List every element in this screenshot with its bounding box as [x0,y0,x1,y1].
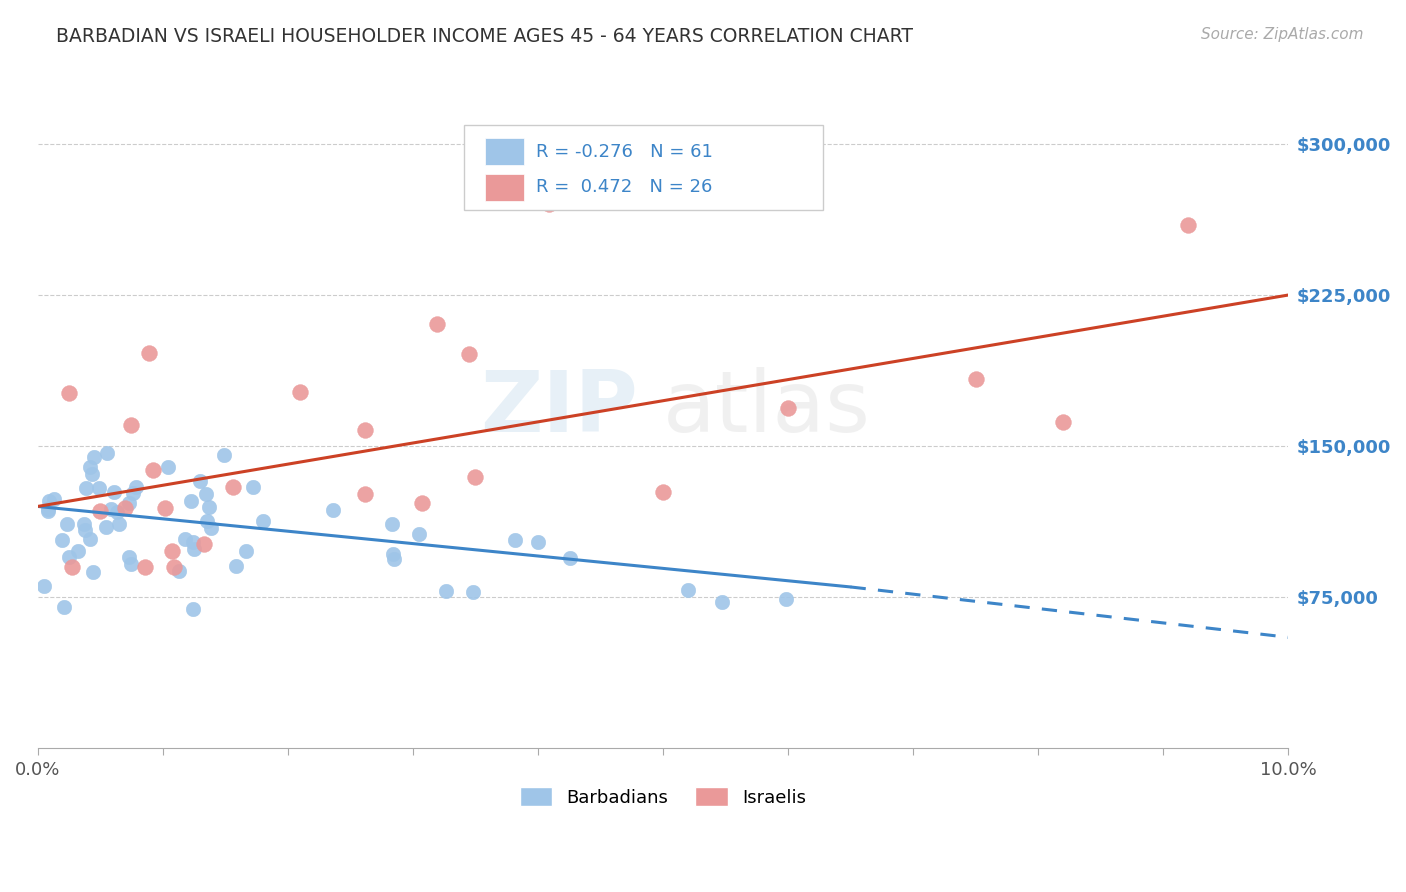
Point [1177,218,1199,232]
Text: ZIP: ZIP [481,367,638,450]
Point [79,533,101,547]
Point [44,491,66,506]
Point [62,559,84,574]
Point [37,502,59,516]
Point [134,559,156,574]
Point [252,515,274,529]
Point [141,463,163,477]
Point [120,418,142,433]
Point [411,496,433,510]
Point [188,474,211,488]
Point [436,584,458,599]
Text: R = -0.276   N = 61: R = -0.276 N = 61 [536,143,713,161]
Point [652,485,675,500]
Point [384,551,406,566]
Point [775,592,797,607]
Point [118,550,141,565]
Text: Source: ZipAtlas.com: Source: ZipAtlas.com [1201,27,1364,42]
Point [193,537,215,551]
Point [183,541,205,556]
Point [153,500,176,515]
Text: R =  0.472   N = 26: R = 0.472 N = 26 [536,178,711,196]
Point [105,505,128,519]
Point [527,535,550,549]
Point [222,480,245,494]
Point [38,494,60,508]
Point [181,601,204,615]
Point [89,504,111,518]
Point [1052,415,1074,429]
Point [124,480,146,494]
Point [80,467,103,481]
Point [52,599,75,614]
Point [382,547,405,561]
Point [235,544,257,558]
Point [96,446,118,460]
Point [322,503,344,517]
Point [100,501,122,516]
Point [76,482,98,496]
Point [67,544,90,558]
Point [138,346,160,360]
Point [198,500,221,514]
Point [560,550,582,565]
Point [353,487,375,501]
Point [167,564,190,578]
Point [118,496,141,510]
Point [503,533,526,547]
Point [242,480,264,494]
Point [194,487,217,501]
Point [32,579,55,593]
Point [710,595,733,609]
Point [58,549,80,564]
Point [94,520,117,534]
Point [381,516,404,531]
Point [114,501,136,516]
Point [79,460,101,475]
Point [464,470,486,484]
Point [37,504,59,518]
Point [408,527,430,541]
Point [160,544,183,558]
Point [180,494,202,508]
Point [200,521,222,535]
Point [426,317,449,331]
Point [225,559,247,574]
Point [163,559,186,574]
Text: atlas: atlas [664,367,870,450]
Point [212,449,235,463]
Point [83,450,105,464]
Point [56,516,79,531]
Point [108,516,131,531]
Point [157,460,180,475]
Point [89,481,111,495]
Point [103,485,125,500]
Point [463,585,485,599]
Point [353,423,375,437]
Point [181,534,204,549]
Point [120,557,142,571]
Point [51,533,73,547]
Point [776,401,799,415]
Point [195,514,218,528]
Point [58,386,80,401]
Text: BARBADIAN VS ISRAELI HOUSEHOLDER INCOME AGES 45 - 64 YEARS CORRELATION CHART: BARBADIAN VS ISRAELI HOUSEHOLDER INCOME … [56,27,914,45]
Point [72,516,94,531]
Legend: Barbadians, Israelis: Barbadians, Israelis [512,780,814,814]
Point [537,197,560,211]
Point [290,385,312,400]
Point [458,346,481,360]
Point [965,372,987,386]
Point [173,533,195,547]
Point [73,523,96,537]
Point [122,486,145,500]
Point [82,566,104,580]
Point [676,583,699,598]
